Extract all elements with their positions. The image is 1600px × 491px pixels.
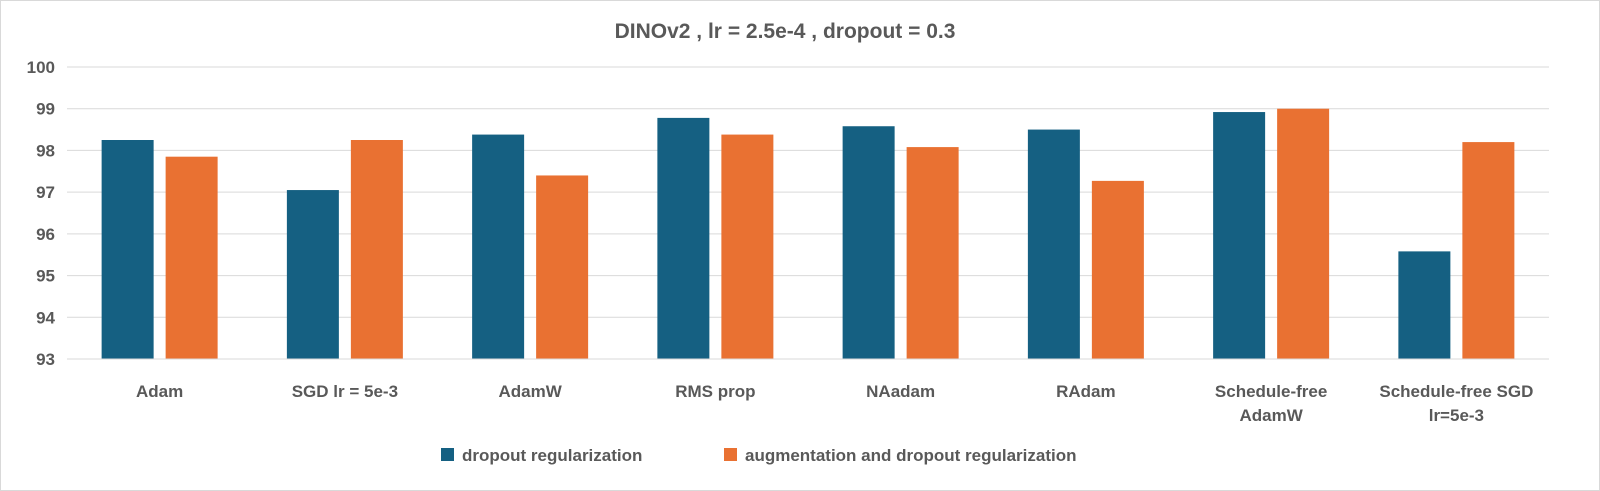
x-category-label: Schedule-free SGD (1379, 382, 1533, 401)
bar-augmentation-dropout (906, 147, 959, 359)
y-tick-label: 96 (36, 225, 55, 244)
x-category-label: AdamW (498, 382, 562, 401)
bar-dropout (286, 190, 339, 359)
chart-title: DINOv2 , lr = 2.5e-4 , dropout = 0.3 (615, 20, 956, 43)
x-category-label: AdamW (1239, 406, 1303, 425)
y-axis-ticks: 93 94 95 96 97 98 99 100 (27, 58, 56, 369)
y-tick-label: 100 (27, 58, 55, 77)
y-tick-label: 99 (36, 100, 55, 119)
y-tick-label: 94 (36, 308, 55, 327)
bar-augmentation-dropout (1091, 180, 1144, 359)
bar-dropout (657, 117, 710, 360)
category-labels: Adam SGD lr = 5e-3 AdamW RMS prop NAadam RAda… (136, 382, 1533, 425)
x-category-label: Adam (136, 382, 183, 401)
x-category-label: Schedule-free (1215, 382, 1327, 401)
x-category-label: RMS prop (675, 382, 755, 401)
bar-augmentation-dropout (1462, 142, 1515, 359)
y-tick-label: 95 (36, 267, 55, 286)
legend-label: augmentation and dropout regularization (745, 446, 1077, 465)
bar-dropout (472, 134, 525, 359)
bar-augmentation-dropout (536, 175, 589, 359)
x-category-label: RAdam (1056, 382, 1116, 401)
bar-dropout (1027, 129, 1080, 359)
bar-augmentation-dropout (165, 156, 218, 359)
bar-augmentation-dropout (350, 140, 403, 359)
legend-swatch (724, 448, 737, 461)
legend: dropout regularization augmentation and d… (441, 446, 1077, 465)
x-category-label: lr=5e-3 (1429, 406, 1484, 425)
x-category-label: NAadam (866, 382, 935, 401)
y-tick-label: 93 (36, 350, 55, 369)
bar-augmentation-dropout (721, 134, 774, 359)
legend-swatch (441, 448, 454, 461)
bar-dropout (842, 126, 895, 359)
x-category-label: SGD lr = 5e-3 (292, 382, 398, 401)
bar-dropout (101, 140, 154, 359)
y-tick-label: 97 (36, 183, 55, 202)
bar-augmentation-dropout (1277, 108, 1330, 359)
bar-dropout (1398, 251, 1451, 359)
legend-label: dropout regularization (462, 446, 642, 465)
bars (101, 108, 1515, 360)
y-tick-label: 98 (36, 141, 55, 160)
bar-dropout (1213, 112, 1266, 360)
